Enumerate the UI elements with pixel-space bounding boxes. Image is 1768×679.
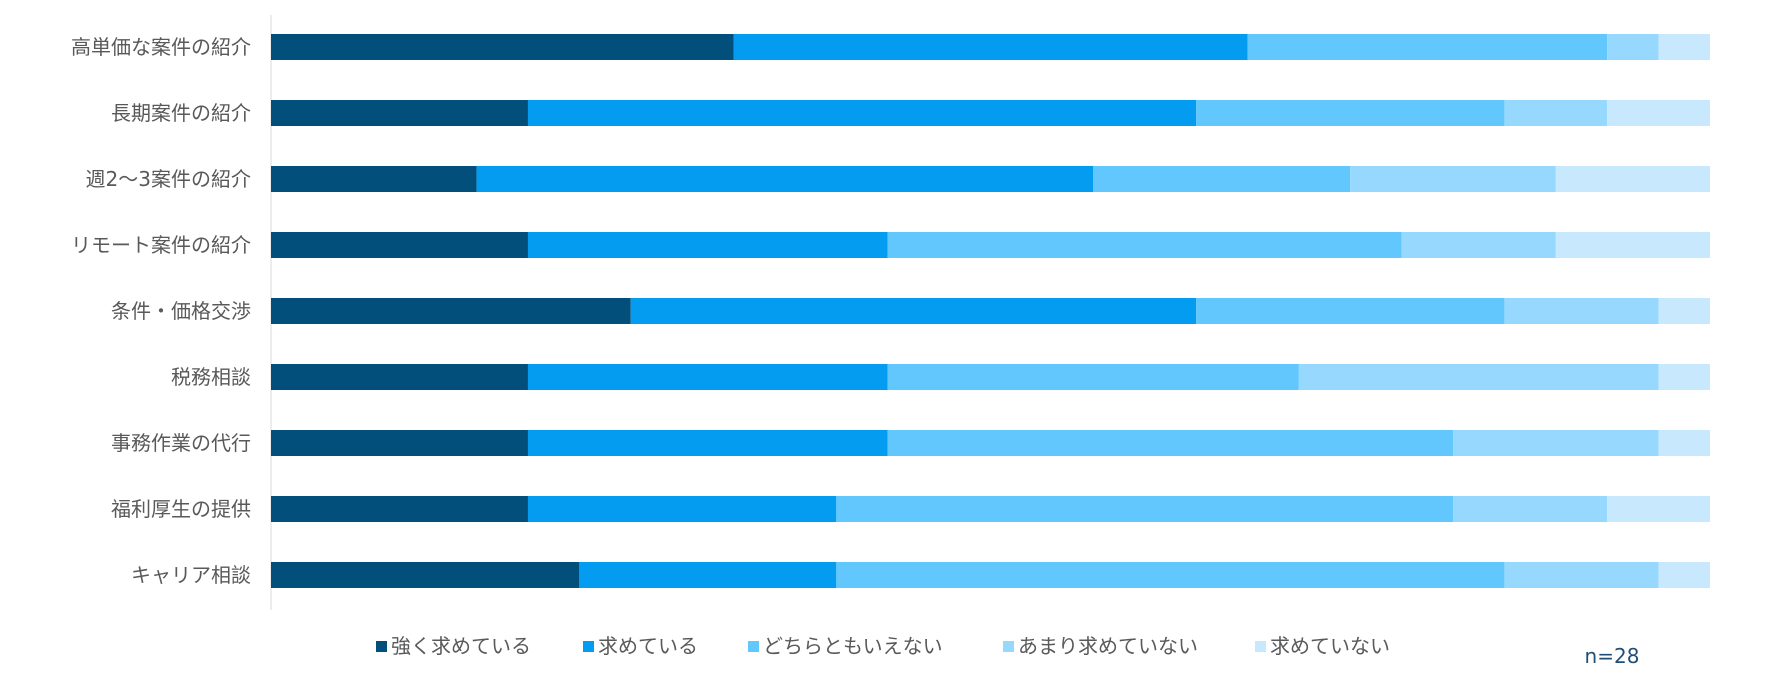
bar-segment xyxy=(1093,166,1351,192)
bar-segment xyxy=(271,496,528,522)
legend-label: どちらともいえない xyxy=(763,634,943,658)
bar-segment xyxy=(271,562,580,588)
legend-swatch xyxy=(583,641,594,652)
bar-segment xyxy=(271,100,528,126)
bar-segment xyxy=(887,430,1454,456)
legend-label: あまり求めていない xyxy=(1018,634,1198,658)
bar-segment xyxy=(271,364,528,390)
bar-segment xyxy=(271,298,631,324)
bar-segment xyxy=(271,34,734,60)
legend-swatch xyxy=(1255,641,1266,652)
bar-segment xyxy=(630,298,1197,324)
bar-segment xyxy=(527,232,888,258)
bar-segment xyxy=(527,496,837,522)
bar-segment xyxy=(1658,34,1710,60)
legend: 強く求めている 求めている どちらともいえない あまり求めていない 求めていない xyxy=(376,634,1390,658)
legend-label: 強く求めている xyxy=(391,634,531,658)
bar-segment xyxy=(1196,298,1505,324)
bar-segment xyxy=(1607,496,1710,522)
legend-swatch xyxy=(376,641,387,652)
bar-segment xyxy=(887,232,1402,258)
category-label: 週2〜3案件の紹介 xyxy=(86,167,251,191)
bar-segment xyxy=(1453,430,1659,456)
bar-segment xyxy=(1350,166,1556,192)
bar-segment xyxy=(1247,34,1608,60)
category-label: 事務作業の代行 xyxy=(111,431,251,455)
category-label: 条件・価格交渉 xyxy=(111,299,251,323)
legend-label: 求めている xyxy=(598,634,698,658)
bar-segment xyxy=(733,34,1248,60)
legend-swatch xyxy=(1003,641,1014,652)
bar-segment xyxy=(1401,232,1556,258)
bar-segment xyxy=(527,100,1197,126)
bar-segment xyxy=(836,496,1454,522)
bar-segment xyxy=(527,430,888,456)
bar-segment xyxy=(1555,232,1710,258)
bar-segment xyxy=(1658,562,1710,588)
category-label: 税務相談 xyxy=(171,365,251,389)
category-label: キャリア相談 xyxy=(131,563,251,587)
bar-segment xyxy=(1196,100,1505,126)
category-labels: 高単価な案件の紹介長期案件の紹介週2〜3案件の紹介リモート案件の紹介条件・価格交… xyxy=(71,35,251,587)
bar-segment xyxy=(579,562,837,588)
bar-segment xyxy=(1658,298,1710,324)
bar-segment xyxy=(1298,364,1659,390)
bar-segment xyxy=(1504,100,1608,126)
bar-segment xyxy=(271,232,528,258)
bars-group xyxy=(271,34,1710,588)
bar-segment xyxy=(1658,430,1710,456)
legend-swatch xyxy=(748,641,759,652)
bar-segment xyxy=(527,364,888,390)
bar-segment xyxy=(1607,34,1659,60)
category-label: リモート案件の紹介 xyxy=(71,233,251,257)
bar-segment xyxy=(1453,496,1608,522)
bar-segment xyxy=(1504,562,1659,588)
bar-segment xyxy=(271,430,528,456)
bar-segment xyxy=(836,562,1505,588)
bar-segment xyxy=(887,364,1299,390)
sample-size-note: n=28 xyxy=(1585,644,1640,668)
bar-segment xyxy=(1607,100,1710,126)
legend-label: 求めていない xyxy=(1270,634,1390,658)
bar-segment xyxy=(476,166,1094,192)
bar-segment xyxy=(1504,298,1659,324)
bar-segment xyxy=(1555,166,1710,192)
bar-segment xyxy=(1658,364,1710,390)
category-label: 福利厚生の提供 xyxy=(111,497,251,521)
bar-segment xyxy=(271,166,477,192)
category-label: 長期案件の紹介 xyxy=(111,101,251,125)
category-label: 高単価な案件の紹介 xyxy=(71,35,251,59)
